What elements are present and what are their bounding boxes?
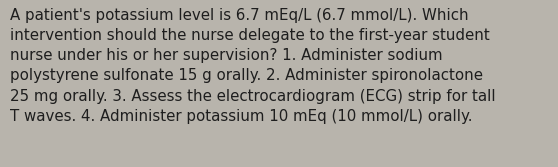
Text: A patient's potassium level is 6.7 mEq/L (6.7 mmol/L). Which
intervention should: A patient's potassium level is 6.7 mEq/L… xyxy=(10,8,496,124)
